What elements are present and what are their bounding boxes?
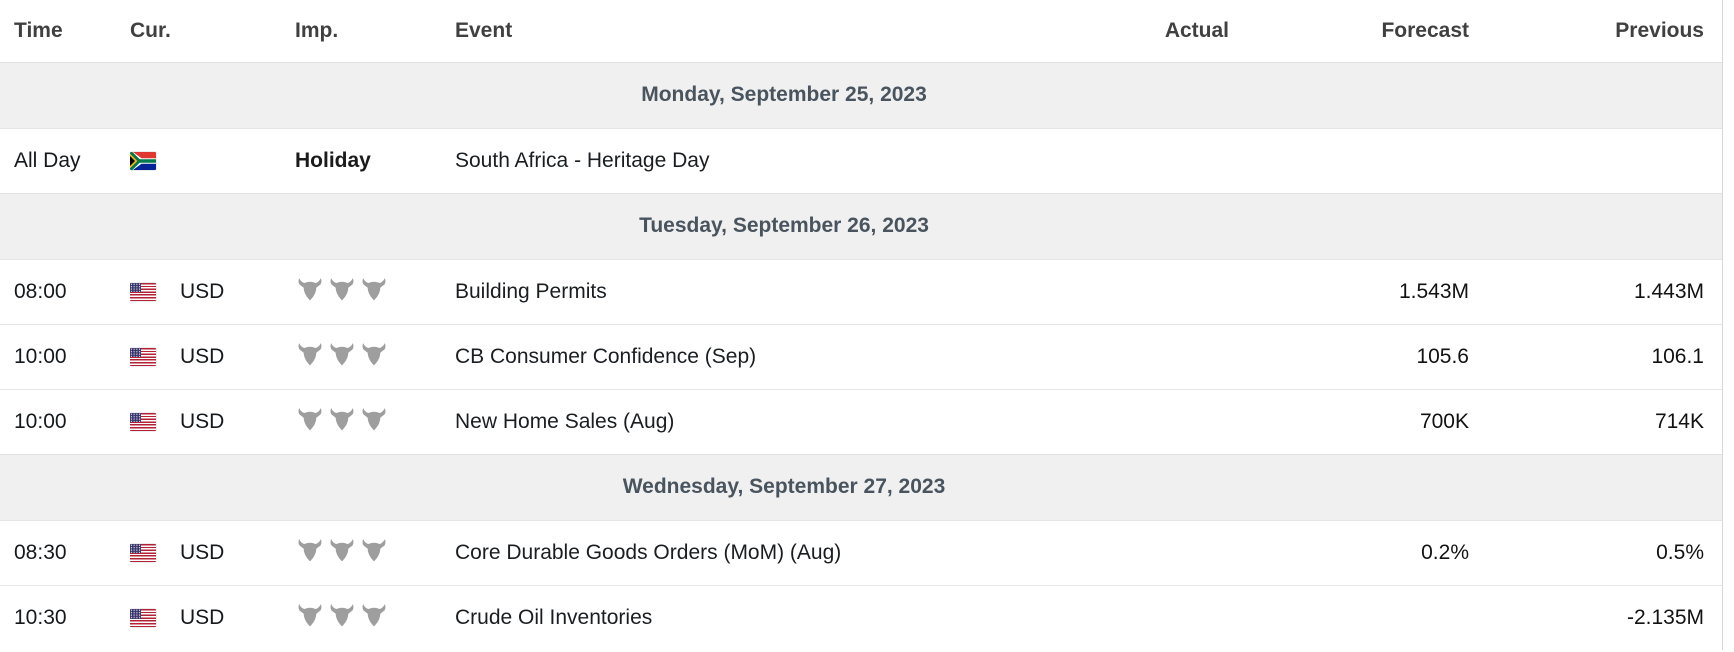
event-name[interactable]: South Africa - Heritage Day bbox=[455, 127, 1134, 193]
importance-bulls bbox=[295, 275, 389, 302]
event-row[interactable]: 10:30 USD Crude Oil Inventories -2.135M bbox=[0, 584, 1722, 650]
importance-bulls bbox=[295, 536, 389, 563]
day-separator-row: Wednesday, September 27, 2023 bbox=[0, 453, 1722, 520]
event-time: 10:30 bbox=[0, 584, 130, 650]
event-name[interactable]: CB Consumer Confidence (Sep) bbox=[455, 323, 1134, 389]
bull-icon bbox=[327, 275, 357, 302]
column-header-previous: Previous bbox=[1615, 18, 1704, 42]
bull-icon bbox=[327, 405, 357, 432]
event-forecast: 1.543M bbox=[1229, 258, 1469, 324]
event-forecast bbox=[1229, 584, 1469, 650]
event-importance-cell bbox=[295, 258, 455, 324]
bull-icon bbox=[295, 601, 325, 628]
column-header-currency: Cur. bbox=[130, 18, 171, 42]
bull-icon bbox=[327, 601, 357, 628]
event-previous: 0.5% bbox=[1469, 519, 1722, 585]
bull-icon bbox=[327, 340, 357, 367]
event-currency-cell: USD bbox=[130, 388, 295, 454]
event-importance-cell bbox=[295, 388, 455, 454]
bull-icon bbox=[359, 601, 389, 628]
event-currency-cell: USD bbox=[130, 258, 295, 324]
currency-code: USD bbox=[180, 605, 225, 629]
event-time: All Day bbox=[0, 127, 130, 193]
importance-bulls bbox=[295, 405, 389, 432]
event-time: 10:00 bbox=[0, 388, 130, 454]
event-previous bbox=[1469, 127, 1722, 193]
event-currency-cell: USD bbox=[130, 323, 295, 389]
event-actual bbox=[1134, 584, 1229, 650]
bull-icon bbox=[327, 536, 357, 563]
event-previous: 106.1 bbox=[1469, 323, 1722, 389]
event-previous: 1.443M bbox=[1469, 258, 1722, 324]
column-header-forecast: Forecast bbox=[1381, 18, 1469, 42]
currency-code: USD bbox=[180, 540, 225, 564]
us-flag-icon bbox=[130, 282, 156, 301]
event-currency-cell: USD bbox=[130, 519, 295, 585]
bull-icon bbox=[295, 340, 325, 367]
bull-icon bbox=[359, 536, 389, 563]
bull-icon bbox=[359, 275, 389, 302]
day-label: Monday, September 25, 2023 bbox=[0, 61, 1722, 128]
event-time: 08:30 bbox=[0, 519, 130, 585]
event-currency-cell: USD bbox=[130, 584, 295, 650]
event-name[interactable]: New Home Sales (Aug) bbox=[455, 388, 1134, 454]
bull-icon bbox=[295, 405, 325, 432]
column-header-actual: Actual bbox=[1164, 18, 1229, 42]
event-previous: -2.135M bbox=[1469, 584, 1722, 650]
event-forecast bbox=[1229, 127, 1469, 193]
us-flag-icon bbox=[130, 608, 156, 627]
event-actual bbox=[1134, 258, 1229, 324]
bull-icon bbox=[295, 275, 325, 302]
event-name[interactable]: Crude Oil Inventories bbox=[455, 584, 1134, 650]
south-africa-flag-icon bbox=[130, 151, 156, 170]
event-name[interactable]: Building Permits bbox=[455, 258, 1134, 324]
importance-bulls bbox=[295, 340, 389, 367]
column-header-importance: Imp. bbox=[295, 18, 339, 42]
event-time: 08:00 bbox=[0, 258, 130, 324]
event-forecast: 105.6 bbox=[1229, 323, 1469, 389]
event-importance-cell bbox=[295, 519, 455, 585]
event-time: 10:00 bbox=[0, 323, 130, 389]
event-previous: 714K bbox=[1469, 388, 1722, 454]
event-actual bbox=[1134, 388, 1229, 454]
table-header-row: Time Cur. Imp. Event Actual Forecast Pre… bbox=[0, 0, 1722, 62]
event-name[interactable]: Core Durable Goods Orders (MoM) (Aug) bbox=[455, 519, 1134, 585]
day-separator-row: Monday, September 25, 2023 bbox=[0, 61, 1722, 128]
event-row[interactable]: 10:00 USD New Home Sales (Aug) 700K 714K bbox=[0, 388, 1722, 454]
event-actual bbox=[1134, 323, 1229, 389]
event-actual bbox=[1134, 127, 1229, 193]
us-flag-icon bbox=[130, 543, 156, 562]
event-row[interactable]: All Day bbox=[0, 127, 1722, 193]
event-importance-cell bbox=[295, 323, 455, 389]
event-importance-cell bbox=[295, 584, 455, 650]
day-label: Tuesday, September 26, 2023 bbox=[0, 192, 1722, 259]
holiday-badge: Holiday bbox=[295, 127, 455, 193]
us-flag-icon bbox=[130, 412, 156, 431]
event-actual bbox=[1134, 519, 1229, 585]
day-label: Wednesday, September 27, 2023 bbox=[0, 453, 1722, 520]
importance-bulls bbox=[295, 601, 389, 628]
bull-icon bbox=[295, 536, 325, 563]
us-flag-icon bbox=[130, 347, 156, 366]
column-header-event: Event bbox=[455, 18, 513, 42]
currency-code: USD bbox=[180, 279, 225, 303]
event-forecast: 700K bbox=[1229, 388, 1469, 454]
currency-code: USD bbox=[180, 409, 225, 433]
column-header-time: Time bbox=[14, 18, 63, 42]
event-currency-cell bbox=[130, 127, 295, 193]
event-forecast: 0.2% bbox=[1229, 519, 1469, 585]
currency-code: USD bbox=[180, 344, 225, 368]
event-row[interactable]: 10:00 USD CB Consumer Confidence (Sep) 1… bbox=[0, 323, 1722, 389]
event-row[interactable]: 08:00 USD Building Permits 1.543M 1.443M bbox=[0, 258, 1722, 324]
bull-icon bbox=[359, 405, 389, 432]
day-separator-row: Tuesday, September 26, 2023 bbox=[0, 192, 1722, 259]
bull-icon bbox=[359, 340, 389, 367]
event-row[interactable]: 08:30 USD Core Durable Goods Orders (MoM… bbox=[0, 519, 1722, 585]
